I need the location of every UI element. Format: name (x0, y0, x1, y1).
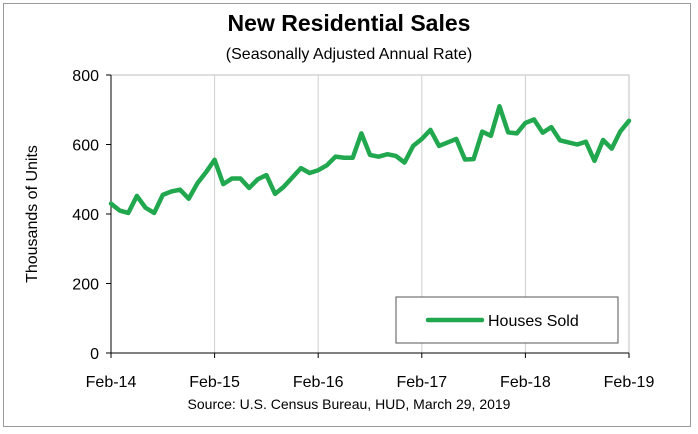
x-tick-label: Feb-19 (604, 374, 655, 391)
y-tick-label: 600 (72, 138, 99, 155)
x-tick-label: Feb-14 (86, 374, 137, 391)
chart-subtitle: (Seasonally Adjusted Annual Rate) (225, 46, 473, 63)
y-tick-label: 400 (72, 207, 99, 224)
y-tick-label: 200 (72, 277, 99, 294)
x-tick-label: Feb-17 (396, 374, 447, 391)
y-tick-label: 800 (72, 68, 99, 85)
series-line-houses-sold (108, 104, 632, 216)
x-tick-label: Feb-16 (293, 374, 344, 391)
x-tick-label: Feb-15 (189, 374, 240, 391)
chart-source: Source: U.S. Census Bureau, HUD, March 2… (187, 396, 511, 412)
chart-title: New Residential Sales (227, 10, 471, 36)
y-tick-label: 0 (90, 346, 99, 363)
y-axis-title: Thousands of Units (24, 145, 41, 283)
chart-frame (3, 3, 691, 427)
legend-label: Houses Sold (488, 313, 579, 330)
x-tick-label: Feb-18 (500, 374, 551, 391)
